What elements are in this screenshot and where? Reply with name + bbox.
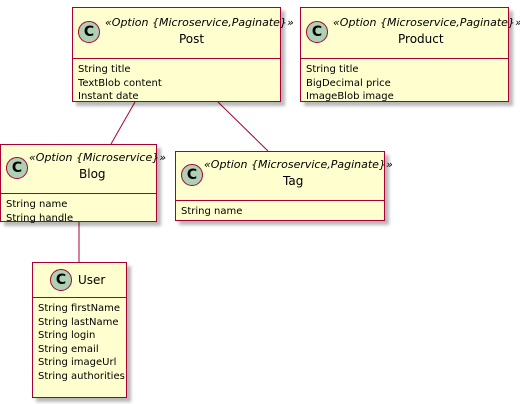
class-tag[interactable]: C «Option {Microservice,Paginate}» Tag S… [175, 151, 393, 221]
class-icon: C [78, 21, 100, 43]
class-product-header: C «Option {Microservice,Paginate}» Produ… [301, 8, 520, 59]
attribute: ImageBlob image [306, 91, 394, 102]
class-icon: C [50, 269, 72, 291]
association-post-blog [110, 101, 136, 145]
attribute: String firstName [38, 303, 121, 314]
association-post-tag [217, 101, 269, 152]
attribute: String authorities [38, 370, 125, 382]
attribute: String lastName [38, 316, 119, 328]
attribute: Instant date [78, 91, 139, 102]
attribute: String login [38, 330, 96, 341]
class-user-header: C User [33, 263, 126, 298]
attribute: String title [78, 64, 131, 75]
class-user[interactable]: C User String firstName String lastName … [32, 262, 127, 398]
class-icon: C [181, 164, 203, 186]
class-icon: C [6, 157, 28, 179]
class-user-name: User [78, 273, 106, 287]
class-blog-header: C «Option {Microservice}» Blog [1, 145, 166, 194]
class-product-name: Product [398, 32, 444, 46]
attribute: BigDecimal price [306, 77, 391, 89]
class-icon: C [306, 21, 328, 43]
class-post-attributes: String title TextBlob content Instant da… [73, 59, 280, 104]
attribute: String handle [6, 212, 74, 224]
class-product-attributes: String title BigDecimal price ImageBlob … [301, 59, 508, 104]
attribute: String name [6, 199, 68, 210]
class-tag-name: Tag [283, 174, 304, 188]
attribute: String imageUrl [38, 357, 117, 368]
class-post-stereotype: «Option {Microservice,Paginate}» [105, 16, 294, 29]
class-user-attributes: String firstName String lastName String … [33, 298, 126, 383]
class-blog[interactable]: C «Option {Microservice}» Blog String na… [0, 144, 166, 225]
class-post-header: C «Option {Microservice,Paginate}» Post [73, 8, 294, 59]
class-post-name: Post [179, 32, 205, 46]
attribute: String email [38, 343, 99, 355]
class-product[interactable]: C «Option {Microservice,Paginate}» Produ… [300, 7, 520, 104]
class-product-stereotype: «Option {Microservice,Paginate}» [333, 16, 520, 29]
class-tag-stereotype: «Option {Microservice,Paginate}» [204, 158, 393, 171]
class-post[interactable]: C «Option {Microservice,Paginate}» Post … [72, 7, 294, 104]
class-blog-name: Blog [79, 167, 106, 181]
attribute: String title [306, 64, 359, 75]
attribute: TextBlob content [78, 77, 162, 89]
class-tag-header: C «Option {Microservice,Paginate}» Tag [176, 152, 393, 201]
class-blog-stereotype: «Option {Microservice}» [29, 151, 167, 164]
attribute: String name [181, 206, 243, 217]
class-blog-attributes: String name String handle [1, 194, 156, 225]
class-tag-attributes: String name [176, 201, 384, 219]
